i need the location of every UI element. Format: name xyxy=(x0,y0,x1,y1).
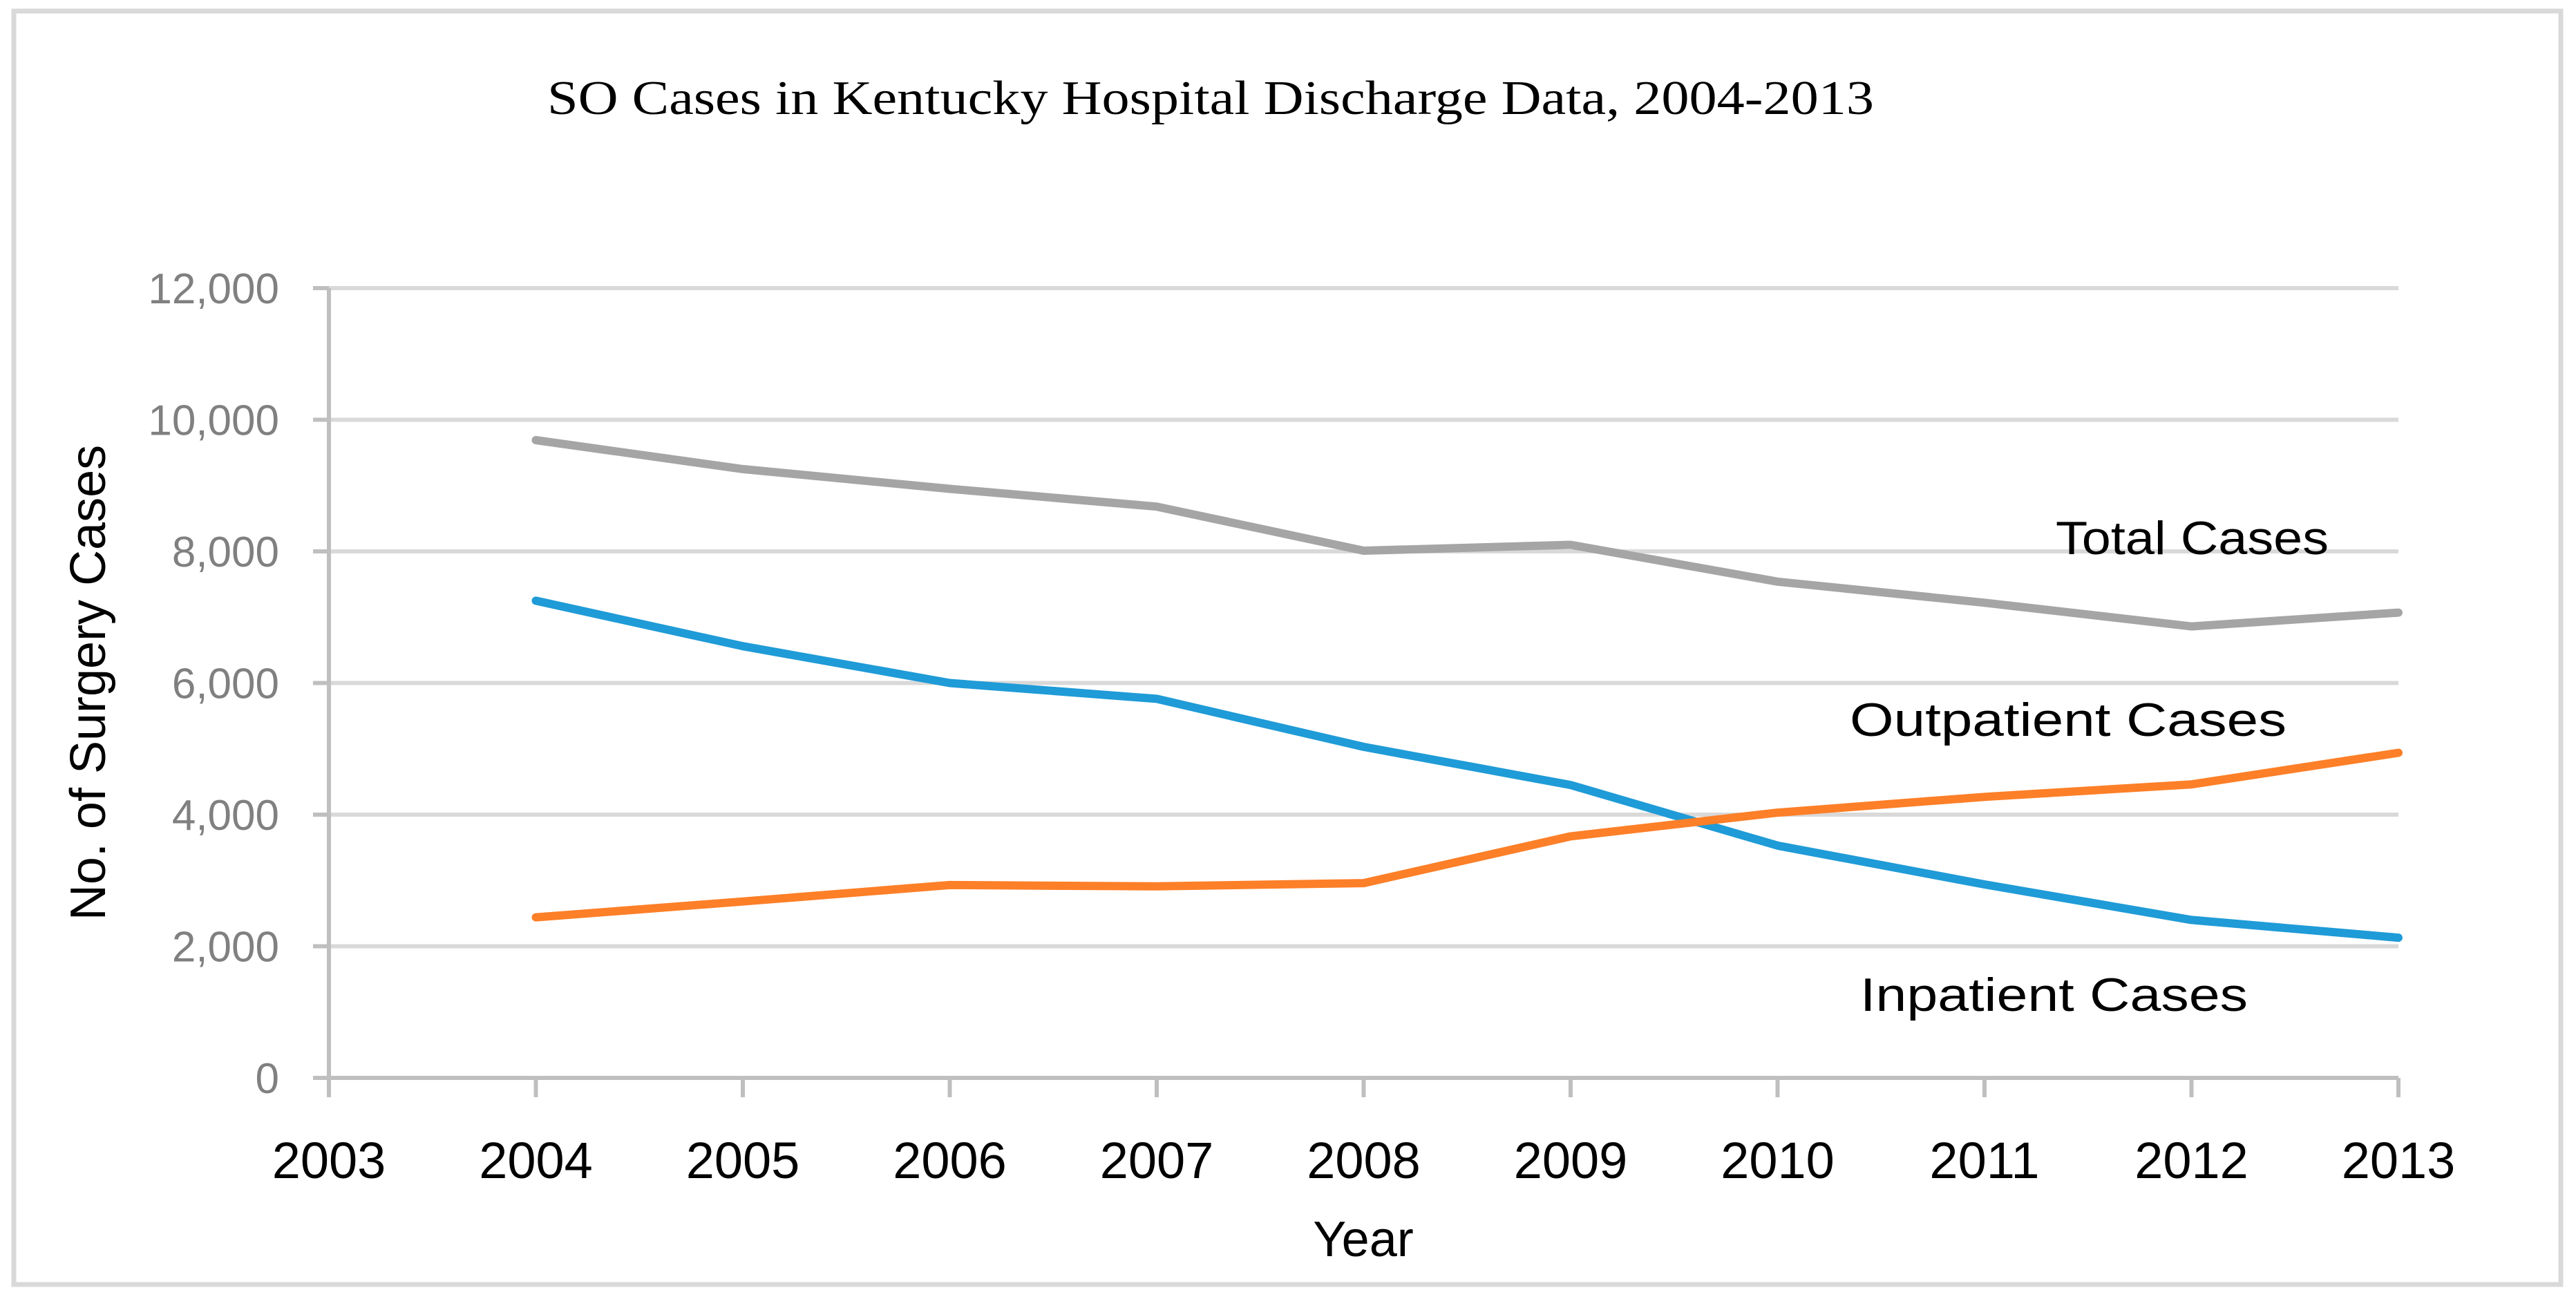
y-tick-label: 10,000 xyxy=(148,397,279,445)
total-cases-line xyxy=(531,436,2403,631)
inpatient-cases-label: Inpatient Cases xyxy=(1860,969,2248,1021)
y-tick-label: 8,000 xyxy=(172,529,279,576)
x-tick-label: 2009 xyxy=(1514,1132,1628,1189)
x-tick-label: 2007 xyxy=(1100,1132,1214,1189)
total-cases-label: Total Cases xyxy=(2056,512,2329,565)
x-tick-label: 2005 xyxy=(686,1132,800,1189)
inpatient-cases-line xyxy=(531,596,2403,942)
x-tick-label: 2006 xyxy=(893,1132,1007,1189)
gridlines xyxy=(329,286,2398,949)
x-tick-label: 2011 xyxy=(1929,1132,2039,1189)
y-tick-label: 0 xyxy=(256,1055,279,1103)
x-tick-label: 2010 xyxy=(1721,1132,1835,1189)
outpatient-cases-line xyxy=(531,748,2403,922)
x-tick-labels: 2003 2004 2005 2006 2007 2008 2009 2010 2011 2012… xyxy=(272,1132,2456,1189)
series-lines xyxy=(531,436,2403,942)
chart-frame xyxy=(11,8,2564,1287)
y-tick-label: 12,000 xyxy=(148,265,279,313)
y-tick-label: 4,000 xyxy=(172,792,279,840)
chart-title: SO Cases in Kentucky Hospital Discharge … xyxy=(547,72,1874,125)
axes xyxy=(313,286,2400,1097)
x-tick-label: 2004 xyxy=(479,1132,593,1189)
y-tick-labels: 0 2,000 4,000 6,000 8,000 10,000 12,000 xyxy=(148,265,279,1103)
y-tick-label: 6,000 xyxy=(172,661,279,708)
y-tick-label: 2,000 xyxy=(172,924,279,971)
y-axis-title: No. of Surgery Cases xyxy=(61,445,116,920)
x-tick-label: 2013 xyxy=(2342,1132,2456,1189)
x-tick-label: 2003 xyxy=(272,1132,386,1189)
x-tick-label: 2012 xyxy=(2134,1132,2248,1189)
x-axis-title: Year xyxy=(1313,1212,1413,1267)
x-tick-label: 2008 xyxy=(1307,1132,1421,1189)
outpatient-cases-label: Outpatient Cases xyxy=(1850,694,2286,746)
